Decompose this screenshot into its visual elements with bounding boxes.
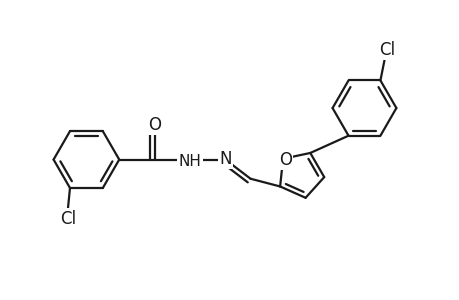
Text: O: O — [278, 151, 291, 169]
Text: NH: NH — [178, 154, 201, 169]
Text: N: N — [219, 150, 231, 168]
Text: Cl: Cl — [378, 41, 394, 59]
Text: O: O — [148, 116, 161, 134]
Text: Cl: Cl — [61, 209, 77, 227]
